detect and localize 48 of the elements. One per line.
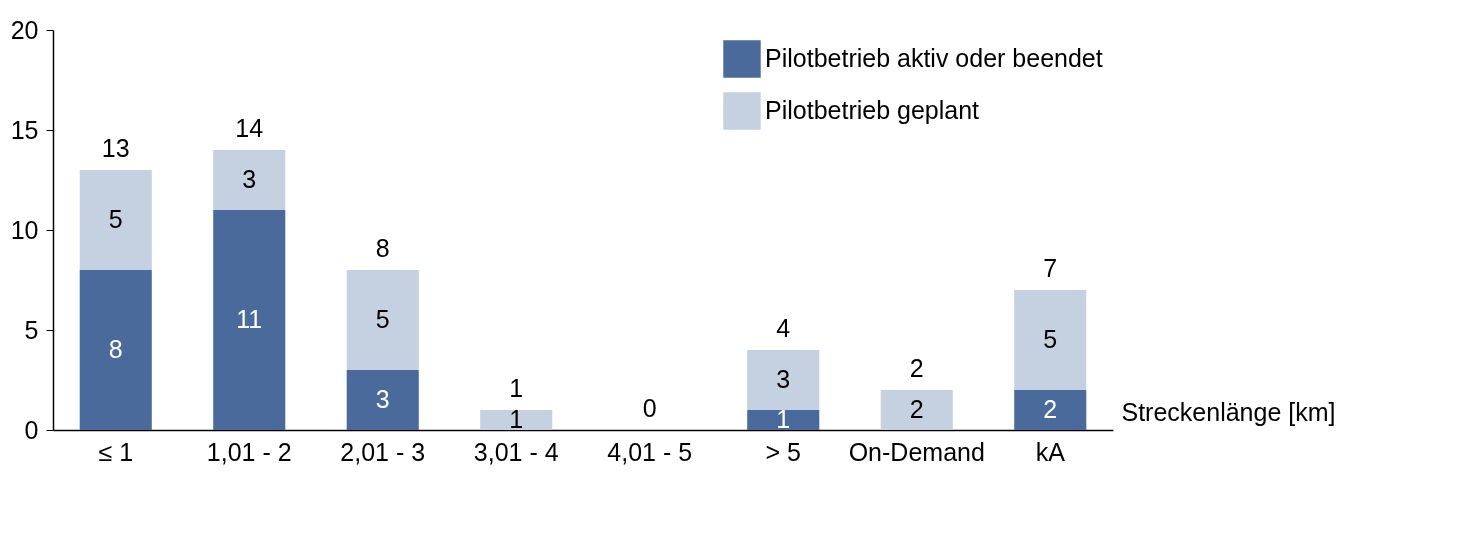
total-label: 0 [642, 394, 657, 422]
legend-label: Pilotbetrieb aktiv oder beendet [765, 44, 1103, 72]
total-label: 7 [1043, 254, 1058, 282]
bar [79, 270, 152, 430]
x-tick-label: 2,01 - 3 [340, 437, 426, 466]
bar [1014, 290, 1087, 390]
data-label: 8 [108, 335, 123, 363]
x-axis-title: Streckenlänge [km] [1121, 397, 1336, 426]
bar [1014, 390, 1087, 430]
total-label: 8 [375, 234, 390, 262]
y-tick-label: 10 [10, 215, 39, 244]
bar [346, 270, 419, 370]
x-tick-label: 3,01 - 4 [473, 437, 559, 466]
data-label: 5 [1043, 325, 1058, 353]
y-tick-label: 5 [24, 315, 39, 344]
bar [880, 390, 953, 430]
bar [747, 410, 820, 430]
y-tick-label: 20 [10, 15, 39, 44]
x-tick-label: 1,01 - 2 [206, 437, 292, 466]
x-tick-label: 4,01 - 5 [607, 437, 693, 466]
total-label: 2 [909, 354, 924, 382]
bar [79, 170, 152, 270]
data-label: 3 [375, 385, 390, 413]
total-label: 14 [235, 114, 264, 142]
data-label: 1 [776, 405, 791, 433]
total-label: 1 [509, 374, 524, 402]
y-tick-label: 0 [24, 415, 39, 444]
bar [213, 150, 286, 210]
data-label: 1 [509, 405, 524, 433]
x-tick-label: On-Demand [848, 437, 985, 466]
bar [747, 350, 820, 410]
x-tick-label: > 5 [765, 437, 801, 466]
bar [480, 410, 553, 430]
data-label: 3 [242, 165, 257, 193]
total-label: 4 [776, 314, 791, 342]
data-label: 11 [236, 305, 263, 333]
legend-label: Pilotbetrieb geplant [765, 96, 980, 124]
bar [346, 370, 419, 430]
data-label: 2 [1043, 395, 1058, 423]
data-label: 5 [108, 205, 123, 233]
total-label: 13 [101, 134, 130, 162]
x-tick-label: kA [1035, 437, 1066, 466]
y-tick-label: 15 [10, 115, 39, 144]
data-label: 3 [776, 365, 791, 393]
x-tick-label: ≤ 1 [98, 437, 134, 466]
data-label: 2 [909, 395, 924, 423]
bar [213, 210, 286, 430]
data-label: 5 [375, 305, 390, 333]
